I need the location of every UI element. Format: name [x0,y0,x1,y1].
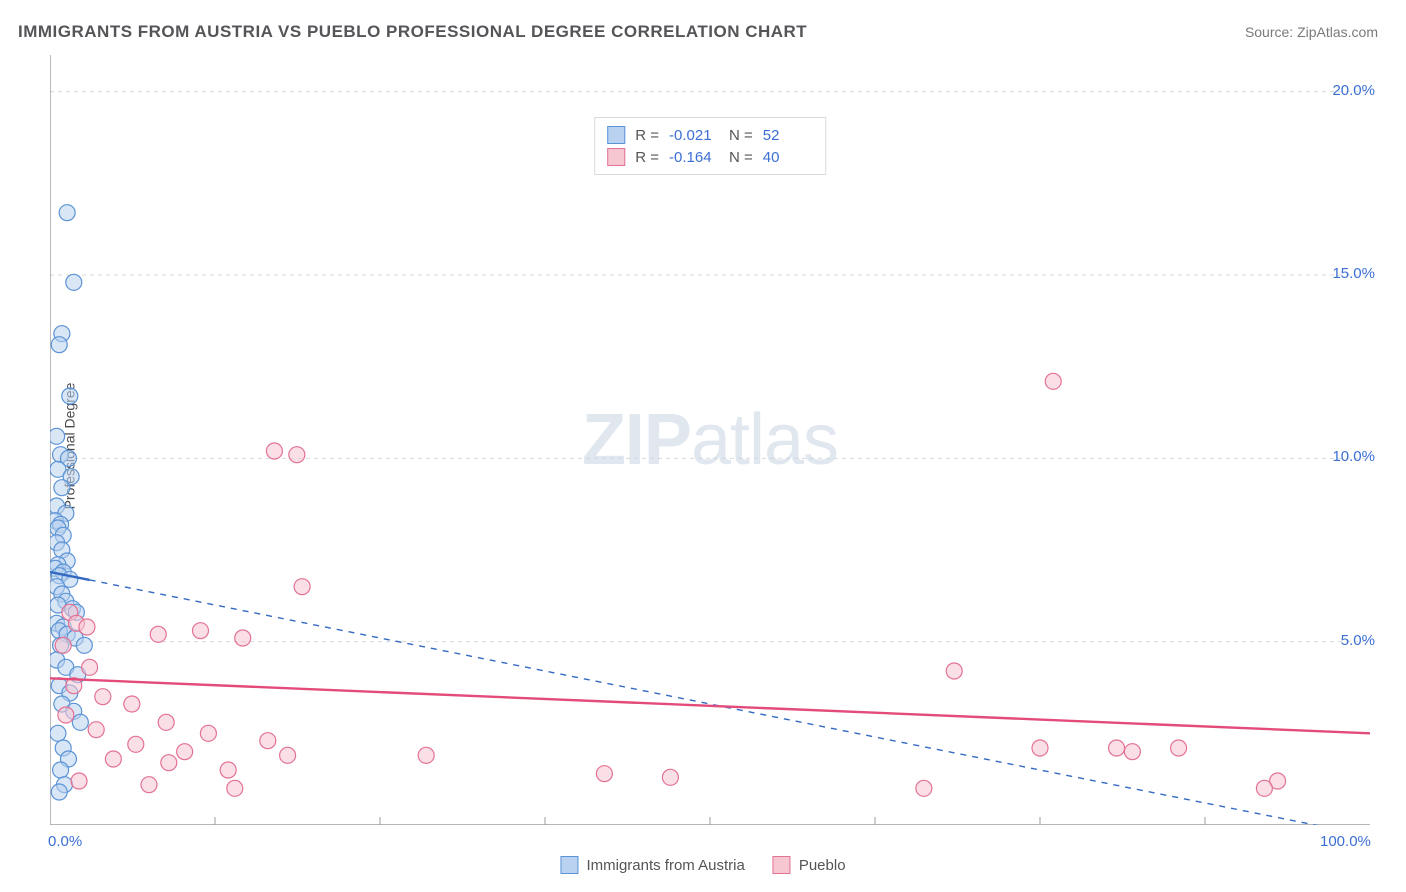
n-label: N = [729,127,753,144]
legend-item: Immigrants from Austria [560,856,744,874]
n-label: N = [729,149,753,166]
stats-legend-row: R = -0.021 N = 52 [607,124,813,146]
x-tick-label: 100.0% [1320,833,1371,850]
y-tick-label: 10.0% [1332,448,1375,465]
legend-swatch [607,126,625,144]
legend-item: Pueblo [773,856,846,874]
source-prefix: Source: [1245,24,1297,40]
r-label: R = [635,149,659,166]
source-link[interactable]: ZipAtlas.com [1297,24,1378,40]
legend-label: Pueblo [799,857,846,874]
y-tick-label: 15.0% [1332,265,1375,282]
legend-swatch [560,856,578,874]
chart-area: ZIPatlas R =-0.021N =52R =-0.164N =40 [50,55,1370,825]
bottom-legend: Immigrants from Austria Pueblo [560,856,845,874]
n-value: 40 [763,149,813,166]
legend-swatch [773,856,791,874]
y-tick-label: 20.0% [1332,82,1375,99]
n-value: 52 [763,127,813,144]
chart-title: IMMIGRANTS FROM AUSTRIA VS PUEBLO PROFES… [18,22,807,42]
source-attribution: Source: ZipAtlas.com [1245,24,1378,40]
y-tick-label: 5.0% [1341,632,1375,649]
legend-swatch [607,148,625,166]
x-tick-label: 0.0% [48,833,82,850]
stats-legend-row: R = -0.164 N = 40 [607,146,813,168]
legend-label: Immigrants from Austria [586,857,744,874]
r-label: R = [635,127,659,144]
stats-legend: R = -0.021 N = 52 R = -0.164 N = 40 [594,117,826,175]
r-value: -0.021 [669,127,719,144]
r-value: -0.164 [669,149,719,166]
